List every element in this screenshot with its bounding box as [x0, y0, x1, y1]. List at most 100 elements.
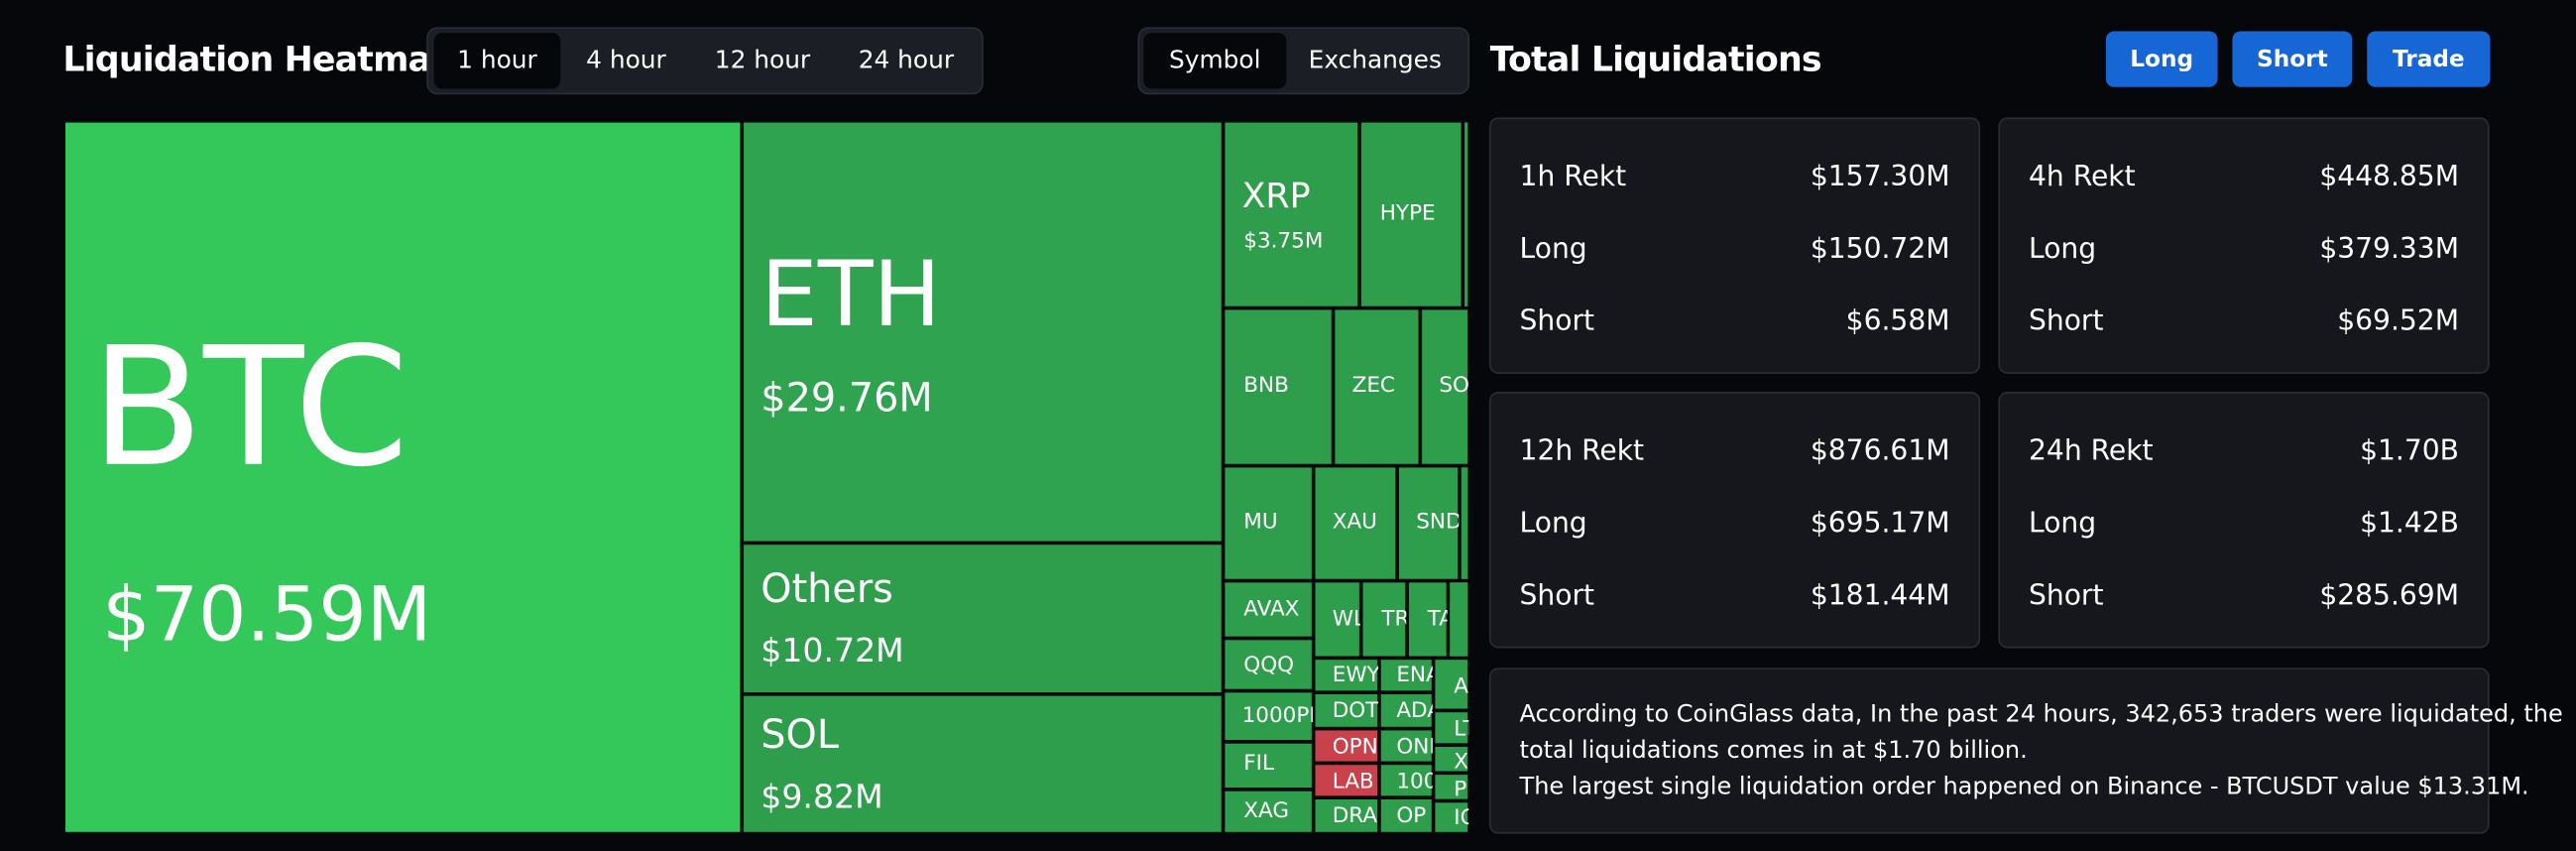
tile-label: WL — [1333, 606, 1365, 631]
treemap-tile[interactable]: MU — [1224, 466, 1313, 580]
tile-bg — [1224, 790, 1313, 833]
tile-bg — [743, 544, 1223, 693]
tile-bg — [1434, 774, 1469, 800]
tile-label: OPN — [1333, 735, 1378, 760]
treemap-tile[interactable]: EWY — [1314, 659, 1381, 692]
time-tab-label: 12 hour — [715, 45, 811, 73]
action-button[interactable]: Long — [2105, 31, 2218, 87]
treemap-tile[interactable]: TR — [1361, 581, 1410, 658]
time-tab[interactable]: 1 hour — [433, 33, 561, 89]
summary-box — [1488, 668, 2490, 834]
treemap-tile[interactable]: TA — [1407, 581, 1454, 658]
tile-sliver — [1463, 120, 1470, 308]
tile-label: SOL — [761, 712, 839, 758]
summary-line: According to CoinGlass data, In the past… — [1520, 700, 2563, 728]
tile-bg — [743, 121, 1223, 543]
button-bg — [2367, 31, 2491, 87]
tile-label: BTC — [91, 312, 410, 504]
row-value: $69.52M — [2337, 304, 2459, 337]
tile-label: OP — [1396, 803, 1426, 828]
active-tab-bg — [1143, 33, 1287, 89]
treemap-tile[interactable]: LAB — [1314, 764, 1379, 797]
row-label: Long — [2029, 232, 2096, 265]
tile-bg — [64, 121, 742, 833]
treemap-tile[interactable]: SOL $9.82M — [743, 694, 1223, 833]
treemap-tile[interactable]: DOT — [1314, 692, 1380, 728]
heatmap-title: Liquidation Heatmap — [62, 40, 454, 79]
tile-bg — [1314, 659, 1379, 692]
treemap-tile[interactable]: HYPE — [1359, 121, 1463, 307]
tile-bg — [1224, 121, 1359, 307]
tile-label: TR — [1380, 606, 1409, 631]
view-tab[interactable]: Symbol — [1143, 33, 1287, 89]
rekt-card: 1h Rekt $157.30M Long $150.72M Short $6.58M — [1488, 117, 1981, 374]
treemap-tile[interactable]: OPN — [1314, 729, 1379, 763]
rekt-card: 12h Rekt $876.61M Long $695.17M Short $181.44… — [1488, 392, 1981, 649]
time-tab[interactable]: 4 hour — [586, 45, 666, 73]
tile-bg — [1224, 742, 1313, 790]
tile-bg — [1359, 121, 1463, 307]
tile-label: XRP — [1242, 177, 1311, 216]
time-tab-label: 24 hour — [859, 45, 955, 73]
tile-value: $3.75M — [1243, 228, 1323, 253]
time-tab[interactable]: 24 hour — [859, 45, 955, 73]
tile-label: XAG — [1243, 798, 1289, 823]
tile-bg — [1361, 581, 1407, 658]
tile-label: DOT — [1333, 698, 1380, 723]
button-bg — [2232, 31, 2353, 87]
card-bg — [1488, 117, 1981, 374]
treemap-tile[interactable]: LT — [1434, 711, 1476, 745]
tile-value: $70.59M — [102, 569, 431, 658]
tile-label: FIL — [1243, 751, 1274, 776]
card-total: $1.70B — [2360, 434, 2459, 467]
treemap-tile[interactable]: 100 — [1379, 764, 1438, 797]
tile-bg — [1379, 797, 1433, 833]
treemap-tile[interactable]: A — [1434, 659, 1469, 710]
treemap-tile[interactable]: FIL — [1224, 742, 1313, 790]
treemap-tile[interactable]: QQQ — [1224, 639, 1313, 690]
action-button[interactable]: Trade — [2367, 31, 2491, 87]
treemap-tile[interactable]: OP — [1379, 797, 1433, 833]
treemap-tile[interactable]: OND — [1379, 729, 1446, 763]
treemap-tile[interactable]: DRA — [1314, 797, 1379, 833]
tile-label: ZEC — [1352, 373, 1395, 398]
card-title: 12h Rekt — [1520, 434, 1645, 467]
treemap-tile[interactable]: PI — [1434, 774, 1472, 802]
row-value: $181.44M — [1811, 578, 1950, 611]
tile-label: TA — [1427, 606, 1454, 631]
tile-bg — [743, 694, 1223, 833]
treemap-tile[interactable]: SOX — [1421, 308, 1482, 465]
treemap-tile[interactable]: ZEC — [1334, 308, 1420, 465]
treemap-tile[interactable]: XI — [1434, 745, 1474, 775]
tile-bg — [1334, 308, 1420, 465]
tile-label: 100 — [1396, 769, 1437, 793]
treemap-tile[interactable]: ENA — [1379, 659, 1441, 692]
treemap-tile[interactable]: 1000PE — [1224, 691, 1323, 742]
tile-bg — [1314, 729, 1379, 763]
treemap-tile[interactable]: ETH $29.76M — [743, 121, 1223, 543]
tile-label: SND — [1416, 510, 1462, 535]
row-label: Short — [2029, 304, 2104, 337]
treemap-tile[interactable]: Others $10.72M — [743, 544, 1223, 693]
tile-label: A — [1454, 673, 1468, 698]
treemap-tile[interactable]: BTC $70.59M — [64, 121, 742, 833]
treemap-tile[interactable]: SND — [1397, 466, 1463, 580]
card-title: 24h Rekt — [2029, 434, 2154, 467]
treemap-tile[interactable]: ADA — [1379, 692, 1442, 728]
summary-line: The largest single liquidation order hap… — [1519, 772, 2529, 799]
view-tab[interactable]: Exchanges — [1309, 45, 1442, 73]
treemap-tile[interactable]: AVAX — [1224, 581, 1313, 638]
time-tab[interactable]: 12 hour — [715, 45, 811, 73]
card-bg — [1998, 117, 2490, 374]
tile-sliver — [1448, 580, 1470, 659]
card-title: 4h Rekt — [2029, 160, 2136, 192]
treemap-tile[interactable]: BNB — [1224, 308, 1333, 465]
treemap-tile[interactable]: XAG — [1224, 790, 1313, 833]
treemap-tile[interactable]: IC — [1434, 801, 1474, 833]
button-label: Long — [2130, 46, 2193, 72]
treemap-tile[interactable]: XAU — [1314, 466, 1397, 580]
treemap-tile[interactable]: WL — [1314, 581, 1365, 658]
action-button[interactable]: Short — [2232, 31, 2353, 87]
tile-bg — [1407, 581, 1448, 658]
treemap-tile[interactable]: XRP $3.75M — [1224, 121, 1359, 307]
